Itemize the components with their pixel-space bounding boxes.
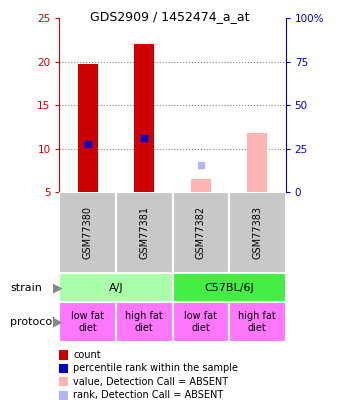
Bar [116,302,173,342]
Text: A/J: A/J [109,283,123,292]
Text: count: count [73,350,101,360]
Text: GSM77383: GSM77383 [252,207,262,259]
Bar [173,192,229,273]
Bar [173,302,229,342]
Bar [116,192,173,273]
Text: protocol: protocol [10,317,55,327]
Bar [59,302,116,342]
Bar [229,192,286,273]
Bar [248,133,267,192]
Text: GSM77380: GSM77380 [83,207,93,259]
Text: percentile rank within the sample: percentile rank within the sample [73,363,238,373]
Bar [134,44,154,192]
Bar [59,273,173,302]
Text: C57BL/6J: C57BL/6J [204,283,254,292]
Bar [59,192,116,273]
Text: GDS2909 / 1452474_a_at: GDS2909 / 1452474_a_at [90,10,250,23]
Text: GSM77382: GSM77382 [196,206,206,260]
Text: value, Detection Call = ABSENT: value, Detection Call = ABSENT [73,377,228,387]
Bar [229,302,286,342]
Text: low fat
diet: low fat diet [71,311,104,333]
Text: low fat
diet: low fat diet [184,311,217,333]
Bar [173,273,286,302]
Bar [78,64,98,192]
Text: high fat
diet: high fat diet [238,311,276,333]
Text: ▶: ▶ [53,281,62,294]
Text: rank, Detection Call = ABSENT: rank, Detection Call = ABSENT [73,390,223,400]
Text: ▶: ▶ [53,315,62,328]
Text: high fat
diet: high fat diet [125,311,163,333]
Text: GSM77381: GSM77381 [139,207,149,259]
Bar [191,179,211,192]
Text: strain: strain [10,283,42,292]
